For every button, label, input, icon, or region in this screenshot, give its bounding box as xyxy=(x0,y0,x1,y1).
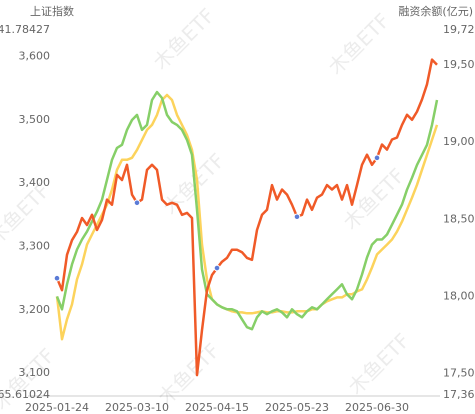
y-tick-label: 3,100 xyxy=(19,366,51,379)
point-marker xyxy=(373,154,381,162)
watermark: 木鱼ETF xyxy=(343,328,414,399)
x-tick-label: 2025-05-23 xyxy=(265,401,329,414)
series-line xyxy=(55,90,439,331)
watermark: 木鱼ETF xyxy=(338,163,409,234)
watermark: 木鱼ETF xyxy=(148,3,219,74)
x-tick-label: 2025-04-15 xyxy=(185,401,249,414)
series-line xyxy=(55,93,439,341)
y-tick-label: 3,300 xyxy=(19,240,51,253)
y2-tick-label: 17,500 xyxy=(443,366,475,379)
y2-tick-label: 17,360 xyxy=(443,388,475,401)
y-tick-label: 3,200 xyxy=(19,303,51,316)
y2-tick-label: 19,500 xyxy=(443,58,475,71)
point-marker xyxy=(213,264,221,272)
point-marker xyxy=(293,213,301,221)
y2-tick-label: 18,000 xyxy=(443,289,475,302)
x-tick-label: 2025-01-24 xyxy=(25,401,89,414)
x-tick-label: 2025-06-30 xyxy=(345,401,409,414)
watermark: 木鱼ETF xyxy=(323,8,394,79)
y-tick-label: 3,500 xyxy=(19,113,51,126)
y-tick-label: 3641.78427 xyxy=(0,23,50,36)
y2-tick-label: 18,500 xyxy=(443,212,475,225)
y2-axis-title: 融资余额(亿元) xyxy=(398,4,473,18)
x-tick-label: 2025-03-10 xyxy=(105,401,169,414)
y2-tick-label: 19,728 xyxy=(443,23,475,36)
point-marker xyxy=(53,274,61,282)
watermark: 木鱼ETF xyxy=(153,338,224,409)
y2-tick-label: 19,000 xyxy=(443,135,475,148)
point-marker xyxy=(133,199,141,207)
y-tick-label: 3065.61024 xyxy=(0,388,50,401)
y-tick-label: 3,400 xyxy=(19,176,51,189)
y-axis-title: 上证指数 xyxy=(30,4,74,18)
y-tick-label: 3,600 xyxy=(19,49,51,62)
series-line xyxy=(55,58,438,377)
